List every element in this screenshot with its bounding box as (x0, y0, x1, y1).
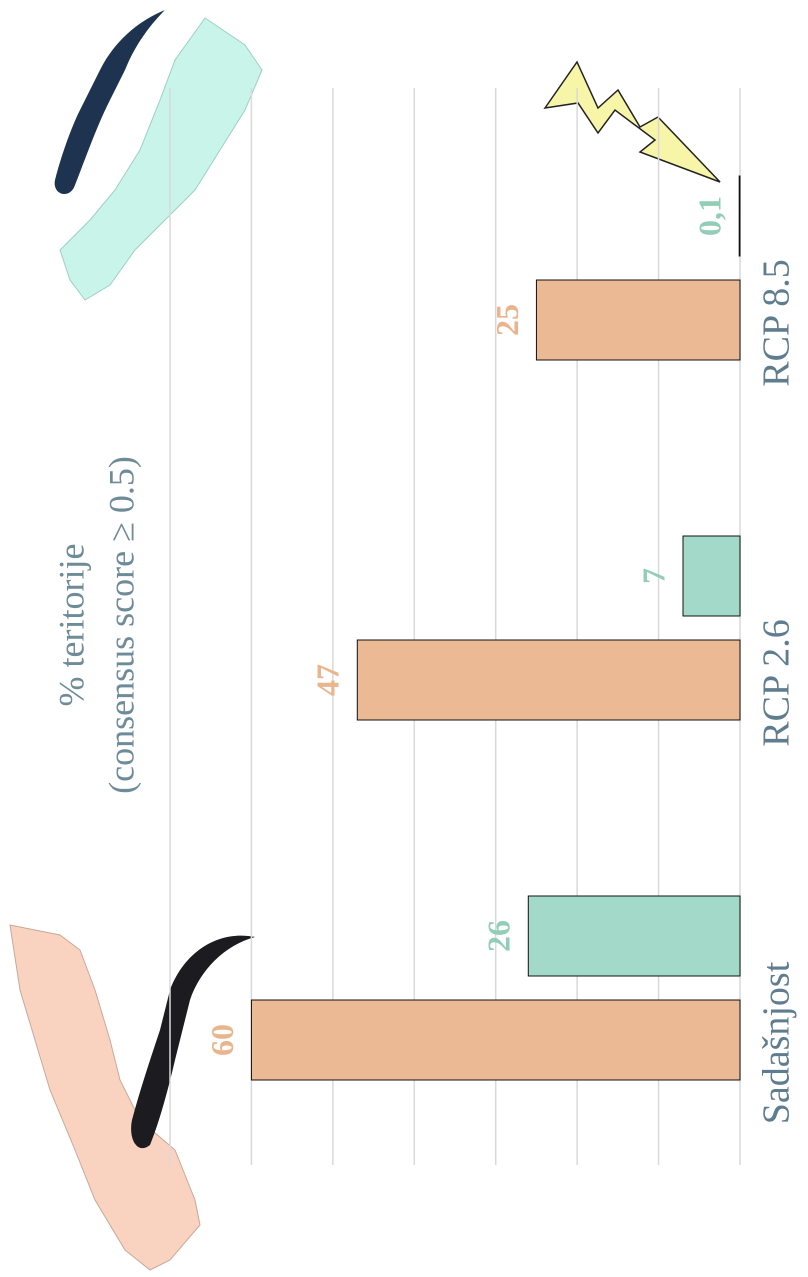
bar (250, 999, 741, 1081)
x-tick-label: RCP 2.6 (756, 619, 798, 746)
value-label: 26 (481, 920, 517, 952)
bar (738, 175, 741, 257)
value-label: 0,1 (692, 196, 728, 236)
value-label: 25 (489, 304, 525, 336)
value-label: 60 (204, 1024, 240, 1056)
bars (250, 175, 741, 1081)
lightning (543, 60, 721, 183)
grid (169, 88, 741, 1165)
bar (535, 279, 741, 361)
x-tick-label: Sadašnjost (756, 961, 798, 1124)
salamander (54, 10, 165, 195)
cyan-map (59, 17, 263, 301)
axis-title: % teritorije (51, 544, 91, 707)
bar (527, 895, 741, 977)
x-tick-label: RCP 8.5 (756, 259, 798, 386)
pink-map (9, 924, 201, 1271)
salamander (131, 935, 255, 1149)
bar (682, 535, 741, 617)
value-label: 47 (310, 664, 346, 696)
bar (356, 639, 741, 721)
axis-title: (consensus score ≥ 0.5) (101, 456, 141, 794)
value-label: 7 (635, 568, 671, 584)
